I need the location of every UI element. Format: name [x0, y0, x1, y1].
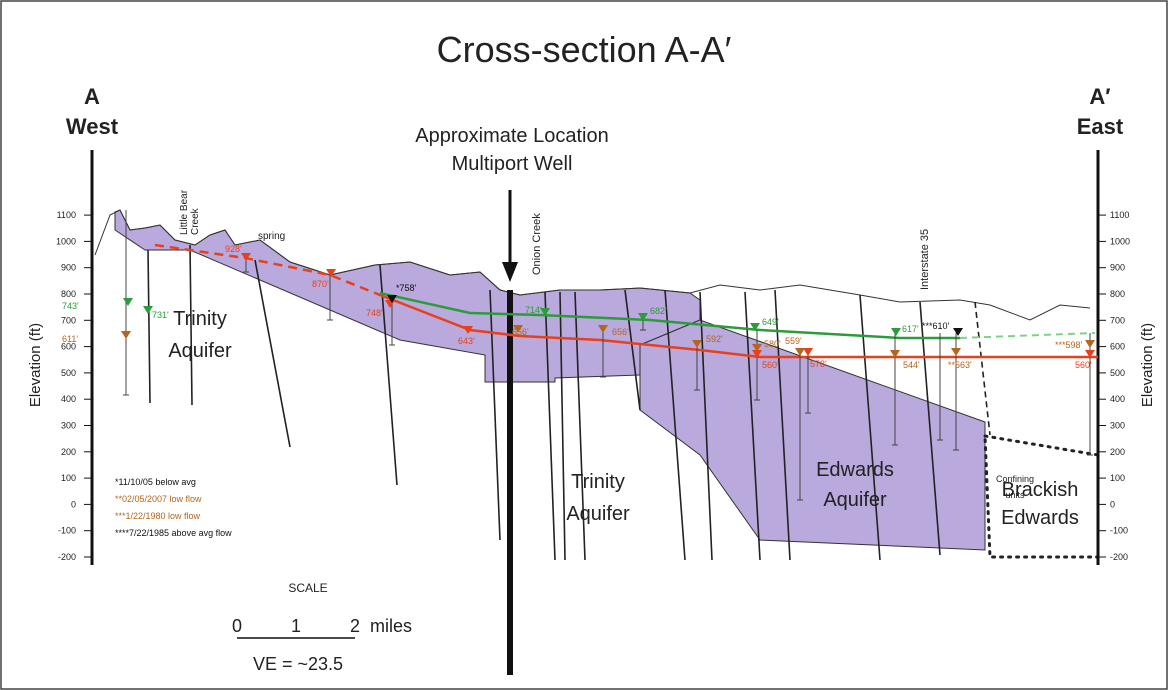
feature-label: spring	[258, 231, 285, 242]
tick-label: 400	[61, 394, 76, 404]
feature-label: Onion Creek	[531, 213, 543, 275]
unit-label: Aquifer	[168, 340, 232, 362]
scale-unit: miles	[370, 616, 412, 636]
tick-label: 1100	[1110, 210, 1129, 220]
tick-label: 700	[1110, 315, 1125, 325]
water-level-label: 928'	[225, 244, 242, 254]
tick-label: -100	[58, 526, 76, 536]
water-level-label: 592'	[706, 334, 723, 344]
tick-label: 500	[61, 368, 76, 378]
water-level-label: 643'	[458, 336, 475, 346]
tick-label: 600	[1110, 342, 1125, 352]
tick-label: -200	[1110, 552, 1128, 562]
tick-label: 200	[61, 447, 76, 457]
tick-label: 800	[61, 289, 76, 299]
water-level-label: 617'	[902, 324, 919, 334]
water-level-label: 731'	[152, 310, 169, 320]
end-label: East	[1077, 114, 1124, 139]
water-level-label: *758'	[396, 283, 417, 293]
tick-label: 200	[1110, 447, 1125, 457]
end-letter: A	[84, 84, 100, 109]
water-level-label: ***610'	[922, 321, 950, 331]
tick-label: 0	[71, 499, 76, 509]
end-label: West	[66, 114, 119, 139]
water-level-label: **563'	[948, 360, 972, 370]
water-level-label: 870'	[312, 279, 329, 289]
tick-label: 300	[61, 421, 76, 431]
feature-label: Little Bear	[179, 189, 190, 235]
water-level-label: 544'	[903, 360, 920, 370]
water-level-label: 560'	[762, 360, 779, 370]
scale-tick: 0	[232, 616, 242, 636]
tick-label: 1100	[57, 210, 76, 220]
water-level-label: ***598'	[1055, 340, 1083, 350]
unit-label: Aquifer	[566, 503, 630, 525]
tick-label: -200	[58, 552, 76, 562]
legend-entry: ***1/22/1980 low flow	[115, 511, 201, 521]
water-level-label: 748'	[366, 308, 383, 318]
cross-section: Cross-section A-A′ A West A′ East Approx…	[0, 0, 1169, 690]
tick-label: 700	[61, 315, 76, 325]
unit-label: Confining	[996, 474, 1034, 484]
unit-label: Edwards	[1001, 507, 1079, 529]
water-level-label: 580'	[764, 339, 781, 349]
legend-entry: ****7/22/1985 above avg flow	[115, 528, 232, 538]
unit-label: Edwards	[816, 459, 894, 481]
water-level-label: 743'	[62, 301, 79, 311]
unit-label: units	[1005, 490, 1025, 500]
unit-label: Trinity	[173, 308, 227, 330]
water-level-label: 656'	[612, 327, 629, 337]
tick-label: 400	[1110, 394, 1125, 404]
end-letter: A′	[1089, 84, 1110, 109]
tick-label: 900	[1110, 263, 1125, 273]
water-level-label: 649'	[762, 317, 779, 327]
legend-entry: *11/10/05 below avg	[115, 477, 196, 487]
feature-label: Creek	[190, 207, 201, 235]
tick-label: 500	[1110, 368, 1125, 378]
water-level-label: 578'	[810, 359, 827, 369]
title: Cross-section A-A′	[437, 29, 732, 70]
axis-label: Elevation (ft)	[1139, 323, 1156, 407]
legend-entry: **02/05/2007 low flow	[115, 494, 202, 504]
tick-label: 100	[1110, 473, 1125, 483]
tick-label: 300	[1110, 421, 1125, 431]
unit-label: Aquifer	[823, 489, 887, 511]
tick-label: -100	[1110, 526, 1128, 536]
vertical-exaggeration: VE = ~23.5	[253, 654, 343, 674]
water-level-label: 560'	[1075, 360, 1092, 370]
scale-title: SCALE	[288, 581, 327, 595]
axis-label: Elevation (ft)	[27, 323, 44, 407]
water-level-label: 682'	[650, 306, 667, 316]
tick-label: 1000	[56, 236, 76, 246]
tick-label: 0	[1110, 499, 1115, 509]
well-label: Approximate Location	[415, 125, 608, 147]
tick-label: 800	[1110, 289, 1125, 299]
scale-tick: 2	[350, 616, 360, 636]
water-level-label: 559'	[785, 336, 802, 346]
water-level-label: 611'	[62, 334, 78, 344]
tick-label: 1000	[1110, 236, 1130, 246]
feature-label: Interstate 35	[919, 229, 931, 290]
scale-tick: 1	[291, 616, 301, 636]
water-level-label: 714'	[525, 305, 542, 315]
unit-label: Trinity	[571, 471, 625, 493]
tick-label: 900	[61, 263, 76, 273]
well-label: Multiport Well	[452, 153, 573, 175]
water-level-label: 656'	[512, 327, 529, 337]
tick-label: 100	[61, 473, 76, 483]
